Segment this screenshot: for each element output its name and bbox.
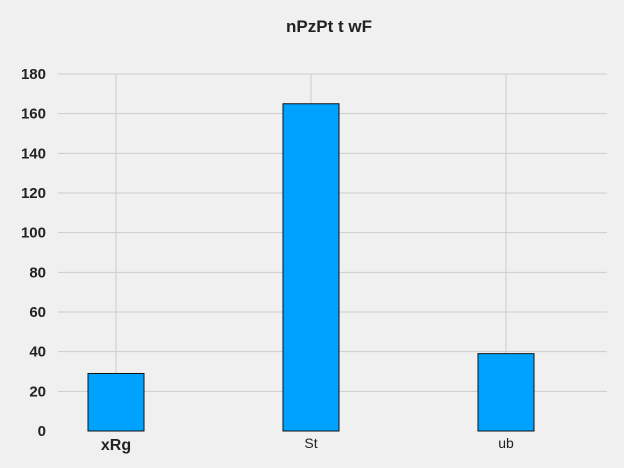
bars — [87, 103, 535, 432]
x-tick-label: ub — [498, 435, 514, 451]
y-tick-label: 80 — [29, 264, 46, 281]
x-tick-label: St — [304, 435, 317, 451]
y-tick-label: 120 — [21, 185, 46, 202]
y-tick-label: 0 — [38, 423, 46, 440]
y-tick-label: 60 — [29, 304, 46, 321]
bar-xRg — [87, 372, 145, 432]
y-tick-label: 160 — [21, 106, 46, 123]
y-axis-ticks: 0 20 40 60 80 100 120 140 160 180 — [21, 66, 46, 440]
x-tick-label: xRg — [101, 437, 131, 454]
chart-title: nPzPt t wF — [286, 17, 372, 36]
y-tick-label: 100 — [21, 225, 46, 242]
bar-St — [282, 103, 340, 432]
y-tick-label: 140 — [21, 145, 46, 162]
bar-ub — [477, 353, 535, 432]
y-tick-label: 180 — [21, 66, 46, 83]
y-tick-label: 20 — [29, 383, 46, 400]
x-axis-ticks: xRg St ub — [101, 435, 514, 454]
y-tick-label: 40 — [29, 344, 46, 361]
